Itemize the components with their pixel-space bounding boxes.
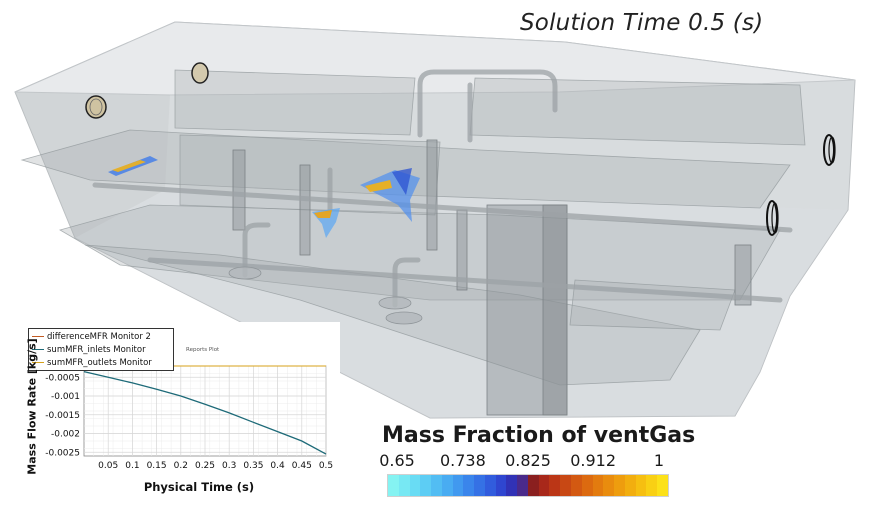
legend-label: sumMFR_outlets Monitor [47, 357, 152, 368]
legend-entry: differenceMFR Monitor 2 [32, 330, 170, 343]
colorbar-tick: 1 [653, 451, 665, 470]
reports-plot-panel[interactable]: 0.05 0.1 0.15 0.2 0.25 0.3 0.35 0.4 0.45 0.5 -0.00… [14, 322, 340, 498]
colorbar-swatch [495, 475, 507, 496]
colorbar-swatch [431, 475, 442, 496]
colorbar-swatch [527, 475, 539, 496]
colorbar-swatch [624, 475, 636, 496]
solution-time-label: Solution Time 0.5 (s) [520, 10, 764, 36]
x-tick-label: 0.45 [292, 461, 312, 471]
colorbar-swatch [452, 475, 464, 496]
colorbar-tick: 0.912 [570, 451, 617, 470]
x-tick-label: 0.2 [174, 461, 188, 471]
y-tick-label: -0.002 [51, 430, 80, 440]
colorbar-swatch [592, 475, 604, 496]
colorbar-swatch [538, 475, 550, 496]
colorbar-title: Mass Fraction of ventGas [382, 423, 696, 448]
x-tick-label: 0.4 [270, 461, 285, 471]
x-axis-label: Physical Time (s) [143, 480, 255, 494]
colorbar-tick: 0.825 [505, 451, 551, 470]
colorbar-gradient [387, 474, 669, 497]
legend-swatch [32, 362, 44, 363]
reports-plot-chart: 0.05 0.1 0.15 0.2 0.25 0.3 0.35 0.4 0.45 0.5 -0.00… [45, 365, 333, 471]
y-tick-label: -0.001 [51, 392, 80, 402]
colorbar-swatch [657, 475, 668, 496]
colorbar-swatch [409, 475, 421, 496]
columns [232, 139, 752, 416]
plot-legend: differenceMFR Monitor 2 sumMFR_inlets Mon… [28, 328, 174, 371]
x-tick-label: 0.05 [98, 461, 118, 471]
x-tick-label: 0.15 [147, 461, 167, 471]
legend-label: differenceMFR Monitor 2 [47, 331, 151, 342]
legend-entry: sumMFR_inlets Monitor [32, 343, 170, 356]
colorbar-swatch [484, 475, 496, 496]
y-tick-label: -0.0005 [45, 373, 80, 383]
colorbar-swatch [474, 475, 485, 496]
x-tick-label: 0.1 [125, 461, 139, 471]
colorbar-swatch [506, 475, 518, 496]
colorbar-swatch [463, 475, 475, 496]
series-line [83, 370, 327, 455]
x-tick-label: 0.3 [222, 461, 236, 471]
colorbar-swatch [398, 475, 410, 496]
colorbar-swatch [560, 475, 572, 496]
x-tick-label: 0.25 [195, 461, 215, 471]
legend-entry: sumMFR_outlets Monitor [32, 356, 170, 369]
legend-swatch [32, 349, 44, 350]
vent-rings [85, 62, 836, 236]
legend-label: sumMFR_inlets Monitor [47, 344, 146, 355]
colorbar-swatch [581, 475, 593, 496]
colorbar-swatch [635, 475, 647, 496]
colorbar-swatch [571, 475, 582, 496]
vent-gas-plumes [108, 156, 420, 238]
x-tick-label: 0.35 [243, 461, 263, 471]
colorbar-swatch [441, 475, 453, 496]
colorbar-swatch [614, 475, 625, 496]
x-tick-label: 0.5 [319, 461, 333, 471]
colorbar-swatch [388, 475, 399, 496]
plot-title: Reports Plot [186, 347, 220, 353]
legend-swatch [32, 336, 44, 337]
colorbar-tick-labels: 0.65 0.738 0.825 0.912 1 [360, 451, 690, 473]
colorbar-swatch [420, 475, 432, 496]
y-tick-label: -0.0015 [45, 411, 80, 421]
colorbar-swatch [517, 475, 528, 496]
y-axis-label: Mass Flow Rate [kg/s] [25, 338, 39, 475]
pipes [92, 69, 793, 308]
colorbar-swatch [603, 475, 615, 496]
colorbar-tick: 0.738 [439, 451, 486, 470]
colorbar-tick: 0.65 [379, 451, 415, 470]
colorbar-swatch [549, 475, 561, 496]
pipe-bases [228, 266, 423, 325]
y-tick-label: -0.0025 [45, 448, 80, 458]
colorbar-swatch [646, 475, 658, 496]
